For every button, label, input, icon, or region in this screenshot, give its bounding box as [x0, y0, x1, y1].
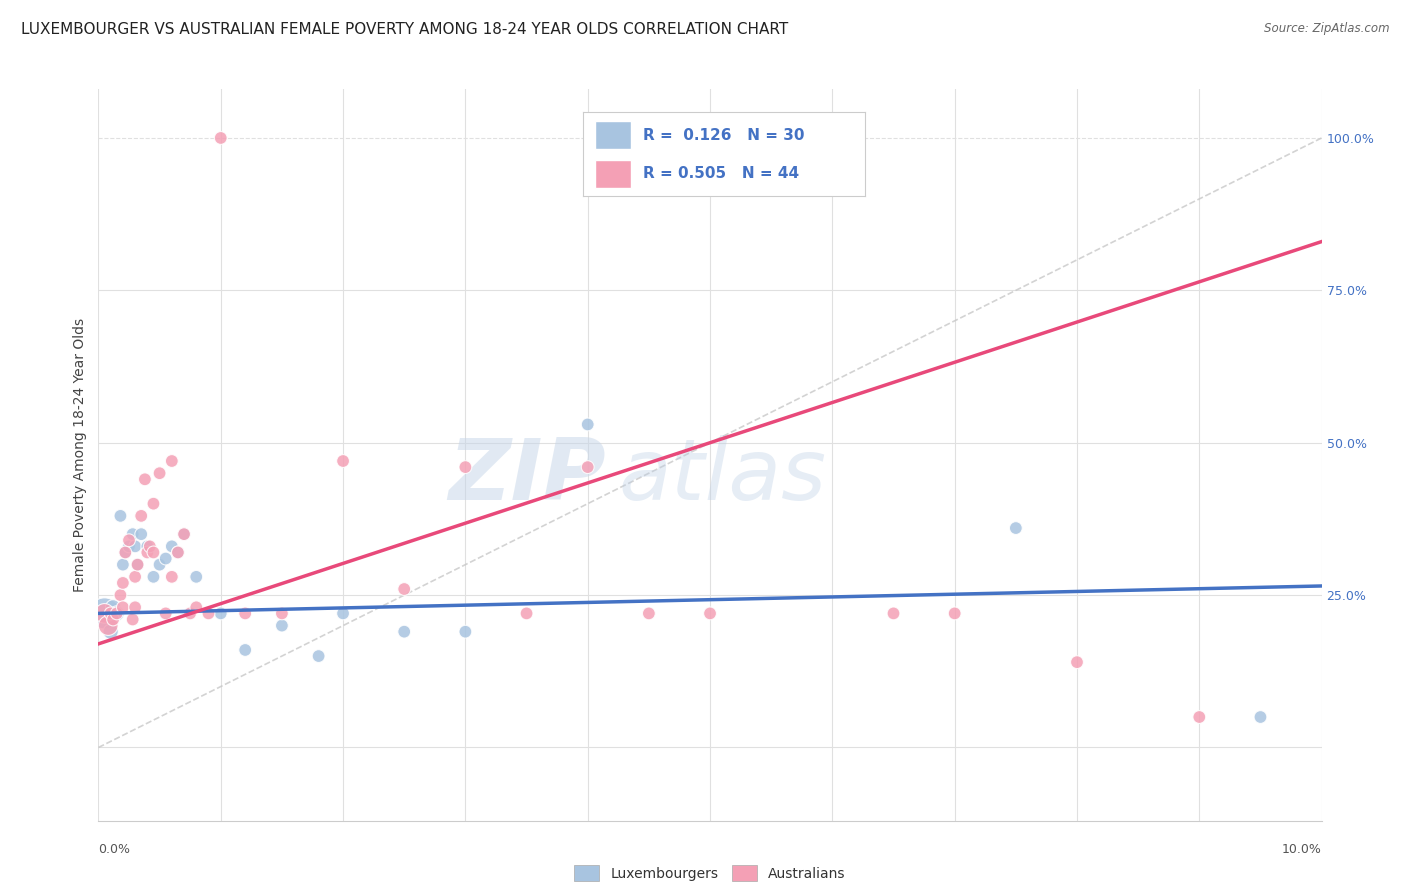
Point — [516, 607, 538, 621]
Point — [149, 558, 172, 572]
Text: 0.0%: 0.0% — [98, 843, 131, 856]
Text: LUXEMBOURGER VS AUSTRALIAN FEMALE POVERTY AMONG 18-24 YEAR OLDS CORRELATION CHAR: LUXEMBOURGER VS AUSTRALIAN FEMALE POVERT… — [21, 22, 789, 37]
Point — [943, 607, 966, 621]
Point — [173, 527, 195, 541]
Point — [233, 607, 256, 621]
Legend: Luxembourgers, Australians: Luxembourgers, Australians — [568, 860, 852, 887]
Point — [97, 618, 120, 632]
Point — [111, 576, 134, 591]
Point — [114, 545, 136, 559]
Point — [110, 588, 132, 602]
Bar — [595, 120, 631, 149]
Point — [179, 607, 201, 621]
Point — [1188, 710, 1211, 724]
Point — [111, 600, 134, 615]
Point — [270, 618, 294, 632]
Point — [173, 527, 195, 541]
Point — [167, 545, 190, 559]
Point — [121, 527, 143, 541]
Point — [93, 607, 115, 621]
Point — [100, 607, 122, 621]
Point — [392, 624, 416, 639]
Point — [101, 600, 124, 615]
Point — [454, 624, 477, 639]
Point — [1250, 710, 1272, 724]
Point — [1066, 655, 1088, 669]
Point — [105, 607, 128, 621]
Point — [139, 539, 162, 553]
Bar — [595, 160, 631, 188]
Point — [392, 582, 416, 596]
Text: 10.0%: 10.0% — [1282, 843, 1322, 856]
Y-axis label: Female Poverty Among 18-24 Year Olds: Female Poverty Among 18-24 Year Olds — [73, 318, 87, 592]
Point — [270, 607, 294, 621]
Point — [308, 649, 330, 664]
Point — [186, 600, 208, 615]
Point — [124, 539, 146, 553]
Point — [100, 624, 122, 639]
Point — [142, 545, 165, 559]
Point — [454, 460, 477, 475]
Point — [233, 643, 256, 657]
Text: ZIP: ZIP — [449, 435, 606, 518]
Point — [142, 570, 165, 584]
Point — [121, 613, 143, 627]
Point — [114, 545, 136, 559]
Point — [209, 131, 232, 145]
Point — [124, 600, 146, 615]
Point — [160, 570, 183, 584]
Point — [93, 607, 115, 621]
Point — [118, 539, 141, 553]
Point — [332, 607, 354, 621]
Point — [155, 607, 177, 621]
Point — [111, 558, 134, 572]
Point — [127, 558, 149, 572]
Point — [105, 607, 128, 621]
Point — [124, 570, 146, 584]
Point — [197, 607, 219, 621]
Point — [129, 527, 152, 541]
Point — [1004, 521, 1026, 535]
Point — [576, 460, 599, 475]
Point — [136, 545, 159, 559]
Point — [209, 607, 232, 621]
Point — [136, 539, 159, 553]
Point — [127, 558, 149, 572]
Point — [332, 454, 354, 468]
Point — [821, 131, 844, 145]
Point — [118, 533, 141, 548]
Point — [160, 454, 183, 468]
Text: R =  0.126   N = 30: R = 0.126 N = 30 — [643, 128, 804, 143]
Point — [186, 570, 208, 584]
Point — [149, 466, 172, 480]
Point — [638, 607, 661, 621]
Point — [883, 607, 905, 621]
Point — [134, 472, 156, 486]
Point — [101, 613, 124, 627]
Point — [699, 607, 721, 621]
Point — [167, 545, 190, 559]
Point — [142, 497, 165, 511]
Text: atlas: atlas — [619, 435, 827, 518]
Point — [155, 551, 177, 566]
Point — [129, 508, 152, 523]
Point — [160, 539, 183, 553]
Text: R = 0.505   N = 44: R = 0.505 N = 44 — [643, 166, 799, 181]
Point — [110, 508, 132, 523]
Text: Source: ZipAtlas.com: Source: ZipAtlas.com — [1264, 22, 1389, 36]
Point — [576, 417, 599, 432]
